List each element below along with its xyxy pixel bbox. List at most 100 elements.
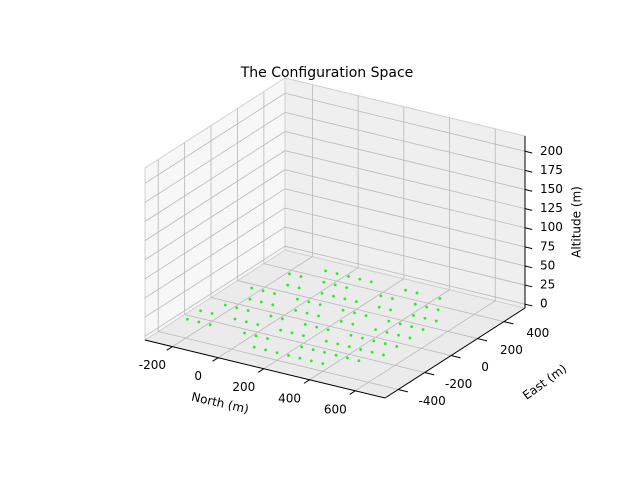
point [377, 305, 381, 309]
grid-line [172, 256, 313, 347]
y-tick-label: 0 [481, 360, 489, 374]
point [324, 339, 328, 343]
tick-mark [257, 368, 265, 373]
point [408, 336, 412, 340]
point [250, 286, 254, 290]
point [334, 353, 338, 357]
point [269, 314, 273, 318]
point [412, 314, 415, 317]
point [261, 289, 265, 293]
point [199, 309, 203, 313]
point [248, 297, 252, 301]
tick-mark [212, 357, 219, 362]
z-tick-label: 0 [540, 297, 548, 311]
point [349, 334, 353, 337]
grid-line [309, 289, 450, 381]
grid-line [284, 150, 526, 210]
grid-line [284, 169, 526, 229]
point [347, 345, 351, 349]
grid-line [144, 207, 286, 299]
grid-line [263, 263, 504, 322]
point [346, 356, 349, 360]
point [354, 300, 358, 304]
point [323, 350, 326, 354]
point [438, 297, 442, 300]
point [311, 348, 315, 352]
tick-mark [503, 321, 514, 325]
point [244, 320, 248, 324]
grid-line [144, 150, 286, 241]
z-tick-label: 25 [540, 278, 555, 292]
y-tick-label: 200 [500, 343, 523, 357]
point [370, 350, 374, 354]
chart-title: The Configuration Space [240, 65, 414, 81]
grid-line [217, 267, 359, 359]
x-tick-label: 0 [194, 369, 202, 383]
point [279, 328, 283, 332]
point [421, 328, 425, 331]
grid-line [284, 207, 526, 267]
x-axis [144, 339, 386, 399]
point [208, 323, 212, 327]
grid-line [144, 169, 286, 261]
grid-line [144, 188, 286, 280]
grid-line [284, 131, 526, 190]
point [286, 283, 290, 287]
tick-mark [524, 246, 533, 250]
point [302, 334, 305, 338]
z-axis-label: Altitude (m) [570, 186, 584, 258]
point [281, 317, 284, 321]
point [233, 317, 237, 321]
point [369, 280, 373, 284]
x-tick-label: 200 [232, 380, 255, 394]
grid-line [284, 226, 526, 286]
point [318, 303, 322, 307]
point [324, 269, 327, 273]
y-axis-label: East (m) [520, 361, 569, 402]
point [273, 292, 276, 295]
point [374, 328, 378, 332]
x-tick-label: 400 [278, 391, 301, 405]
grid-line [355, 300, 496, 392]
grid-line [284, 188, 526, 248]
point [425, 305, 429, 309]
tick-mark [524, 208, 533, 211]
point [305, 311, 309, 315]
point [243, 331, 246, 335]
point [358, 277, 362, 281]
y-tick-label: -200 [445, 377, 472, 391]
point [395, 345, 399, 348]
point [186, 317, 189, 321]
point [347, 274, 350, 278]
point [287, 353, 290, 357]
grid-line [144, 226, 286, 318]
point [387, 319, 391, 323]
point [210, 312, 214, 315]
y-tick-label: -400 [419, 394, 446, 408]
point [345, 286, 349, 290]
tick-mark [303, 379, 310, 384]
point [333, 283, 337, 287]
point [423, 316, 427, 320]
point [364, 314, 368, 318]
grid-line [284, 92, 526, 152]
point [275, 351, 279, 354]
tick-mark [524, 169, 533, 173]
tick-mark [450, 355, 461, 359]
point [343, 297, 347, 301]
point [397, 333, 400, 337]
point [300, 345, 304, 349]
grid-line [144, 131, 286, 222]
grid-line [144, 112, 286, 203]
grid-line [284, 112, 526, 171]
z-tick-label: 125 [540, 201, 563, 215]
point [295, 297, 299, 301]
point [359, 348, 363, 351]
point [235, 306, 239, 310]
tick-mark [424, 372, 435, 376]
point [315, 325, 319, 329]
point [307, 300, 311, 304]
z-tick-label: 100 [540, 220, 563, 234]
point [320, 291, 324, 295]
